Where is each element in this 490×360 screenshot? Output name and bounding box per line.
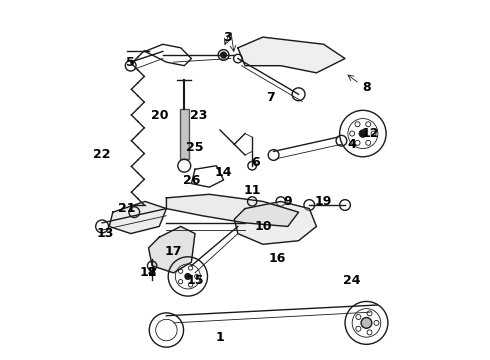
Text: 18: 18 (140, 266, 157, 279)
Text: 5: 5 (126, 55, 135, 69)
Text: 6: 6 (251, 156, 260, 168)
Circle shape (185, 274, 191, 279)
Text: 20: 20 (150, 109, 168, 122)
Text: 10: 10 (254, 220, 271, 233)
Circle shape (359, 130, 367, 137)
Text: 25: 25 (186, 141, 204, 154)
Polygon shape (167, 194, 298, 226)
Text: 4: 4 (348, 138, 357, 151)
Text: 14: 14 (215, 166, 232, 179)
Polygon shape (234, 202, 317, 244)
Text: 22: 22 (94, 148, 111, 162)
Text: 21: 21 (119, 202, 136, 215)
Bar (180, 109, 189, 158)
Text: 2: 2 (148, 266, 156, 279)
Text: 7: 7 (266, 91, 274, 104)
Text: 17: 17 (165, 245, 182, 258)
Text: 13: 13 (97, 227, 114, 240)
Text: 16: 16 (269, 252, 286, 265)
Text: 12: 12 (361, 127, 379, 140)
Text: 26: 26 (183, 174, 200, 186)
Text: 9: 9 (284, 195, 292, 208)
Text: 11: 11 (244, 184, 261, 197)
Polygon shape (148, 226, 195, 273)
Text: 15: 15 (186, 274, 204, 287)
Circle shape (220, 52, 226, 58)
Text: 8: 8 (362, 81, 371, 94)
Text: 3: 3 (223, 31, 231, 44)
Circle shape (361, 318, 372, 328)
Polygon shape (238, 37, 345, 73)
Text: 19: 19 (315, 195, 332, 208)
Text: 1: 1 (216, 331, 224, 344)
Text: 23: 23 (190, 109, 207, 122)
Polygon shape (109, 202, 167, 234)
Text: 24: 24 (343, 274, 361, 287)
